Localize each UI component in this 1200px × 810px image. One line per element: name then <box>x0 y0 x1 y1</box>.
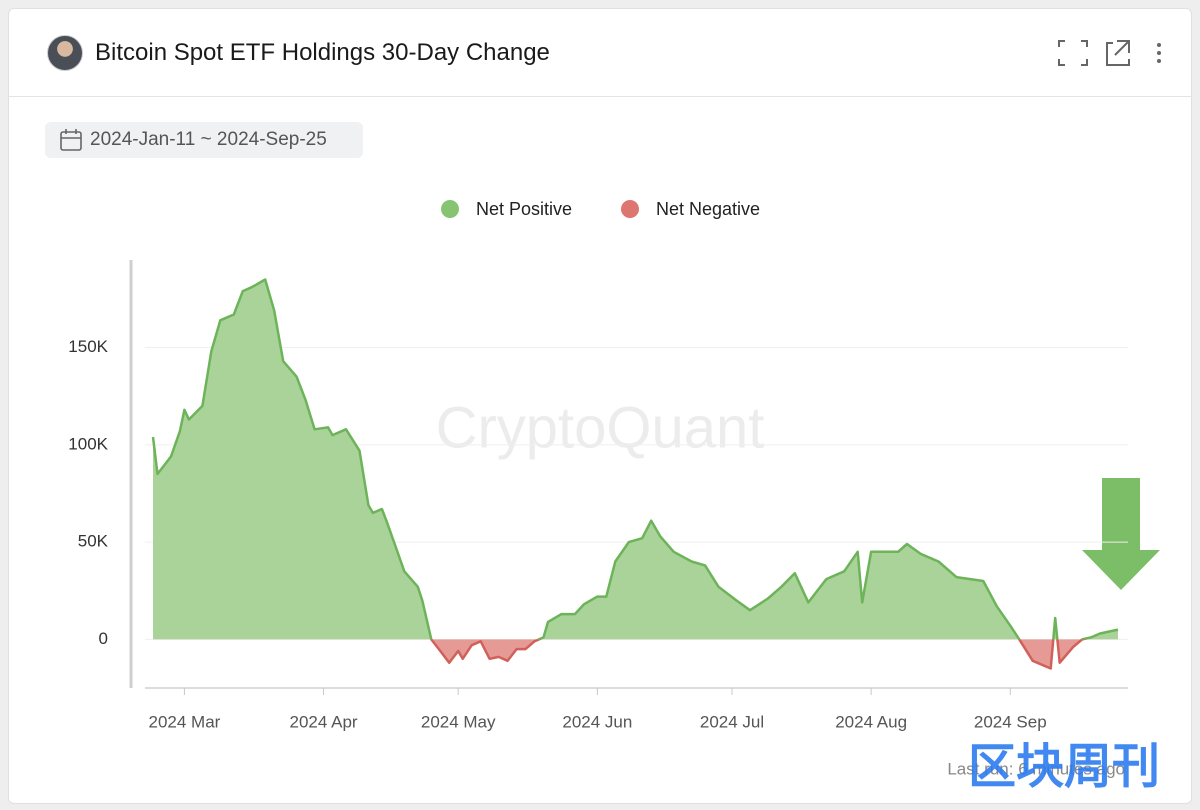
x-tick-label: 2024 May <box>421 712 496 731</box>
y-tick-label: 50K <box>78 532 109 551</box>
avatar <box>47 35 83 71</box>
date-range-text: 2024-Jan-11 ~ 2024-Sep-25 <box>90 129 327 150</box>
x-tick-label: 2024 Jul <box>700 712 764 731</box>
card-title: Bitcoin Spot ETF Holdings 30-Day Change <box>95 39 550 66</box>
y-tick-label: 0 <box>99 629 108 648</box>
y-tick-label: 150K <box>68 337 108 356</box>
y-tick-label: 100K <box>68 434 108 453</box>
card-header: Bitcoin Spot ETF Holdings 30-Day Change <box>9 9 1191 97</box>
date-range[interactable]: 2024-Jan-11 ~ 2024-Sep-25 <box>45 122 363 158</box>
legend-swatch <box>621 200 639 218</box>
area-positive <box>153 279 1118 640</box>
x-tick-label: 2024 Jun <box>562 712 632 731</box>
line-positive <box>151 278 1119 640</box>
legend-swatch <box>441 200 459 218</box>
last-run: Last run: 6 minutes ago <box>947 759 1125 778</box>
x-tick-label: 2024 Aug <box>835 712 907 731</box>
calendar-icon <box>60 129 82 151</box>
x-tick-label: 2024 Mar <box>149 712 221 731</box>
arrow-annotation <box>1082 478 1160 590</box>
header-icons[interactable] <box>1051 33 1181 73</box>
legend-label: Net Positive <box>476 199 572 219</box>
x-tick-label: 2024 Sep <box>974 712 1047 731</box>
watermark: CryptoQuant <box>436 395 765 460</box>
x-tick-label: 2024 Apr <box>290 712 358 731</box>
overlay-logo: 区块周刊 <box>968 741 1160 794</box>
legend-label: Net Negative <box>656 199 760 219</box>
